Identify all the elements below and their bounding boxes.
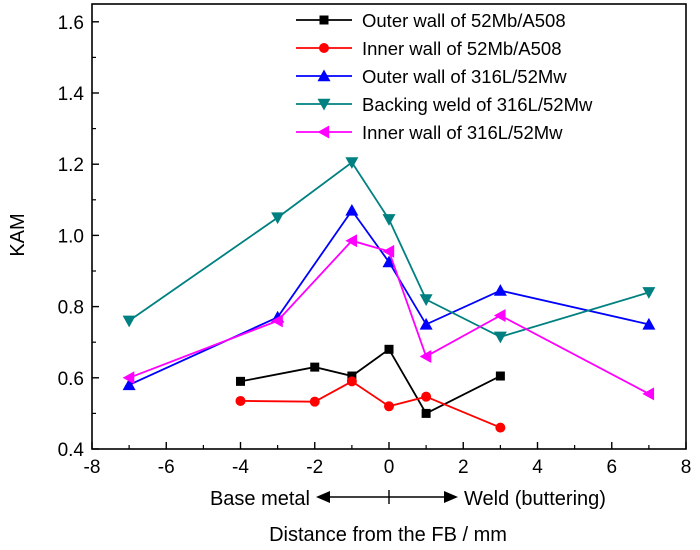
data-point — [642, 317, 656, 330]
legend-marker — [317, 98, 331, 111]
data-point — [382, 244, 395, 258]
x-tick-label: -6 — [158, 457, 175, 478]
data-point — [384, 401, 394, 412]
data-point — [382, 214, 396, 226]
plot-area: -8 -6 -4 -2 0 2 4 6 8 0.4 0.6 0.8 1.0 1.2 1.4 1.6 — [58, 3, 692, 478]
data-point — [642, 387, 655, 401]
y-tick-label: 1.4 — [58, 84, 85, 105]
y-tick-label: 1.2 — [58, 155, 84, 176]
y-tick-label: 1.6 — [58, 13, 84, 34]
x-axis-title: Distance from the FB / mm — [269, 524, 507, 546]
data-point — [642, 287, 656, 299]
data-point — [419, 294, 433, 306]
data-point — [345, 203, 359, 216]
y-tick-label: 0.8 — [58, 298, 84, 319]
data-point — [309, 396, 320, 407]
data-point — [493, 331, 507, 344]
legend-marker — [319, 43, 329, 53]
legend-label: Outer wall of 316L/52Mw — [362, 66, 567, 87]
data-point — [236, 376, 245, 386]
series-5 — [122, 234, 655, 401]
legend: Outer wall of 52Mb/A508 Inner wall of 52M… — [296, 10, 593, 143]
x-tick-label: 4 — [532, 457, 543, 478]
series-4 — [122, 157, 656, 344]
data-point — [235, 395, 246, 406]
data-point — [345, 157, 359, 169]
y-axis-title: KAM — [7, 213, 29, 256]
x-tick-label: -2 — [306, 457, 323, 478]
legend-label: Inner wall of 52Mb/A508 — [362, 38, 562, 59]
data-point — [346, 376, 357, 387]
legend-marker — [317, 69, 331, 82]
data-point — [382, 255, 396, 268]
data-point — [384, 344, 394, 354]
region-label-base-metal: Base metal — [210, 488, 310, 510]
y-tick-label: 0.6 — [58, 369, 84, 390]
data-point — [421, 408, 431, 418]
data-point — [421, 391, 432, 402]
data-point — [493, 309, 506, 322]
arrow-head-left — [316, 491, 330, 503]
x-tick-label: 0 — [384, 457, 395, 478]
region-annotation: Base metal Weld (buttering) — [210, 488, 606, 510]
region-arrow — [316, 490, 458, 504]
region-label-weld: Weld (buttering) — [464, 488, 606, 510]
legend-label: Inner wall of 316L/52Mw — [362, 122, 563, 143]
legend-marker — [317, 125, 330, 139]
arrow-head-right — [444, 491, 458, 503]
data-point — [122, 378, 136, 391]
y-tick-label: 0.4 — [58, 440, 85, 461]
series-2 — [235, 376, 506, 433]
data-point — [310, 362, 320, 372]
data-point — [495, 422, 506, 433]
data-point — [347, 371, 357, 381]
legend-entry-4: Backing weld of 316L/52Mw — [296, 94, 593, 115]
series-line — [128, 208, 650, 386]
series-line — [240, 380, 501, 429]
y-tick-label: 1.0 — [58, 226, 84, 247]
x-tick-label: 6 — [606, 457, 617, 478]
data-point — [419, 349, 432, 363]
data-point — [271, 314, 283, 328]
data-point — [495, 371, 505, 381]
series-1 — [236, 344, 505, 418]
legend-entry-3: Outer wall of 316L/52Mw — [296, 66, 567, 87]
series-3 — [122, 203, 656, 391]
x-tick-label: -8 — [84, 457, 101, 478]
legend-label: Backing weld of 316L/52Mw — [362, 94, 593, 115]
legend-entry-1: Outer wall of 52Mb/A508 — [296, 10, 566, 31]
data-point — [122, 371, 135, 385]
data-point — [271, 212, 285, 225]
x-tick-label: 2 — [458, 457, 469, 478]
x-tick-label: -4 — [232, 457, 249, 478]
data-point — [345, 234, 358, 248]
legend-entry-5: Inner wall of 316L/52Mw — [296, 122, 563, 143]
legend-label: Outer wall of 52Mb/A508 — [362, 10, 566, 31]
data-point — [122, 315, 136, 328]
legend-entry-2: Inner wall of 52Mb/A508 — [296, 38, 562, 59]
series-line — [240, 347, 501, 415]
data-point — [419, 317, 433, 330]
legend-marker — [319, 15, 329, 25]
data-point — [493, 284, 507, 296]
x-tick-label: 8 — [681, 457, 692, 478]
